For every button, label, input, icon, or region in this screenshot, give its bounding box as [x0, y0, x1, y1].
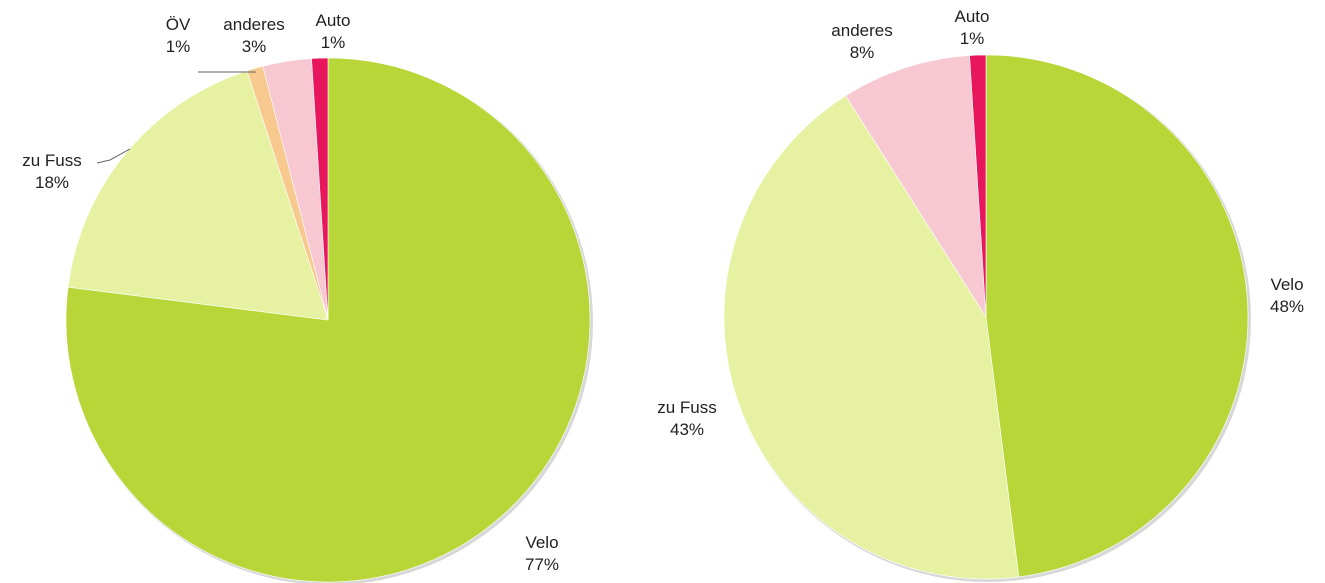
pie-slice-auto: [311, 57, 329, 321]
pie-chart-left: Velo 77% zu Fuss 18% ÖV 1% anderes 3% Auto 1%: [22, 11, 593, 583]
slice-percent-velo: 77%: [525, 555, 559, 574]
leader-line-zu-fuss: [96, 148, 131, 164]
slice-label-anderes: anderes: [831, 21, 892, 40]
pie-slice-velo: [985, 54, 1249, 578]
slice-percent-anderes: 3%: [242, 37, 267, 56]
pie-slice-zu-fuss: [723, 95, 1020, 580]
pie-slice-auto: [969, 54, 987, 318]
slice-percent-auto: 1%: [321, 33, 346, 52]
pie-chart-right: Velo 48% zu Fuss 43% anderes 8% Auto 1%: [657, 7, 1304, 582]
pie-slice-zu-fuss: [67, 70, 329, 321]
slice-percent-auto: 1%: [960, 29, 985, 48]
pie-slice-anderes: [845, 55, 987, 318]
slice-label-auto: Auto: [316, 11, 351, 30]
slice-percent-zu-fuss: 43%: [670, 420, 704, 439]
slice-percent-zu-fuss: 18%: [35, 173, 69, 192]
slice-label-zu-fuss: zu Fuss: [22, 151, 82, 170]
slice-label-velo: Velo: [525, 533, 558, 552]
slice-percent-anderes: 8%: [850, 43, 875, 62]
slice-label-zu-fuss: zu Fuss: [657, 398, 717, 417]
slice-label-auto: Auto: [955, 7, 990, 26]
slice-percent-velo: 48%: [1270, 297, 1304, 316]
slice-label-anderes: anderes: [223, 15, 284, 34]
slice-label-oev: ÖV: [166, 15, 191, 34]
slice-percent-oev: 1%: [166, 37, 191, 56]
slice-label-velo: Velo: [1270, 275, 1303, 294]
